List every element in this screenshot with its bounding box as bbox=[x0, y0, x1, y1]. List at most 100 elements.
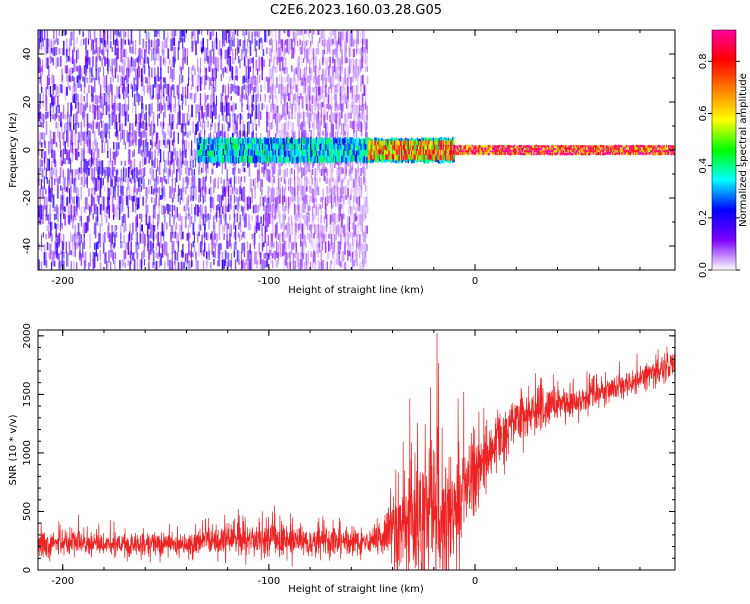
spectrogram-cell bbox=[181, 102, 183, 110]
spectrogram-cell bbox=[85, 49, 87, 61]
spectrogram-cell bbox=[510, 147, 512, 150]
spectrogram-cell bbox=[88, 56, 91, 65]
spectrogram-cell bbox=[105, 93, 108, 103]
spectrogram-cell bbox=[356, 197, 358, 205]
spectrogram-cell bbox=[368, 141, 370, 147]
spectrogram-cell bbox=[529, 145, 532, 149]
spectrogram-cell bbox=[92, 121, 94, 134]
spectrogram-cell bbox=[156, 166, 159, 172]
spectrogram-cell bbox=[305, 131, 307, 142]
spectrogram-cell bbox=[486, 150, 488, 153]
spectrogram-cell bbox=[120, 104, 122, 114]
spectrogram-cell bbox=[163, 40, 165, 54]
spectrogram-cell bbox=[122, 39, 124, 50]
spectrogram-cell bbox=[235, 196, 237, 202]
spectrogram-cell bbox=[159, 176, 162, 183]
spectrogram-cell bbox=[216, 144, 218, 152]
spectrogram-cell bbox=[219, 137, 221, 145]
spectrogram-cell bbox=[135, 241, 137, 254]
spectrogram-cell bbox=[134, 131, 137, 145]
spectrogram-cell bbox=[336, 40, 339, 49]
spectrogram-cell bbox=[224, 186, 227, 198]
spectrogram-cell bbox=[237, 86, 240, 96]
spectrogram-cell bbox=[481, 149, 484, 153]
spectrogram-cell bbox=[344, 168, 347, 180]
spectrogram-cell bbox=[465, 149, 468, 153]
spectrogram-cell bbox=[117, 130, 119, 141]
spectrogram-cell bbox=[46, 242, 49, 251]
spectrogram-cell bbox=[486, 152, 488, 155]
spectrogram-cell bbox=[243, 144, 245, 151]
spectrogram-cell bbox=[197, 204, 199, 217]
spectrogram-cell bbox=[530, 145, 533, 149]
spectrogram-cell bbox=[46, 57, 49, 69]
spectrogram-cell bbox=[298, 130, 300, 146]
spectrogram-cell bbox=[79, 242, 81, 258]
spectrogram-cell bbox=[339, 58, 341, 66]
spectrogram-cell bbox=[127, 57, 129, 72]
spectrogram-cell bbox=[338, 121, 340, 131]
spectrogram-cell bbox=[231, 149, 233, 156]
spectrogram-cell bbox=[226, 169, 228, 181]
spectrogram-cell bbox=[258, 120, 261, 128]
spectrogram-cell bbox=[255, 59, 258, 71]
spectrogram-cell bbox=[233, 186, 235, 196]
spectrogram-cell bbox=[335, 131, 337, 138]
spectrogram-cell bbox=[345, 241, 348, 248]
spectrogram-cell bbox=[379, 149, 381, 155]
spectrogram-cell bbox=[520, 152, 523, 156]
spectrogram-cell bbox=[352, 195, 355, 210]
spectrogram-cell bbox=[306, 186, 308, 192]
spectrogram-cell bbox=[255, 40, 258, 46]
spectrogram-cell bbox=[310, 136, 312, 144]
spectrogram-cell bbox=[424, 155, 427, 161]
spectrogram-cell bbox=[185, 30, 187, 38]
spectrogram-cell bbox=[286, 252, 288, 261]
spectrogram-cell bbox=[216, 151, 218, 158]
spectrogram-cell bbox=[283, 178, 286, 184]
spectrogram-cell bbox=[228, 138, 231, 146]
spectrogram-cell bbox=[341, 138, 343, 146]
spectrogram-cell bbox=[101, 96, 103, 110]
spectrogram-cell bbox=[361, 46, 364, 62]
spectrogram-cell bbox=[512, 147, 515, 151]
spectrogram-cell bbox=[268, 249, 271, 258]
spectrogram-cell bbox=[241, 93, 243, 107]
spectrogram-cell bbox=[291, 39, 293, 50]
spectrogram-cell bbox=[410, 154, 413, 160]
spectrogram-cell bbox=[140, 131, 143, 146]
spectrogram-cell bbox=[121, 76, 124, 86]
spectrogram-cell bbox=[278, 57, 280, 63]
spectrogram-cell bbox=[99, 56, 101, 62]
spectrogram-cell bbox=[494, 149, 496, 153]
spectrogram-cell bbox=[130, 123, 132, 131]
spectrogram-cell bbox=[341, 196, 343, 203]
spectrogram-cell bbox=[326, 156, 328, 163]
spectrogram-cell bbox=[274, 154, 276, 162]
spectrogram-cell bbox=[161, 204, 163, 215]
spectrogram-cell bbox=[151, 95, 153, 100]
spectrogram-cell bbox=[180, 160, 183, 169]
spectrogram-cell bbox=[103, 167, 105, 174]
spectrogram-cell bbox=[330, 215, 333, 222]
spectrogram-cell bbox=[301, 241, 304, 257]
spectrogram-cell bbox=[66, 149, 68, 160]
spectrogram-cell bbox=[41, 261, 43, 270]
spectrogram-cell bbox=[313, 197, 315, 208]
spectrogram-cell bbox=[293, 203, 296, 215]
spectrogram-cell bbox=[377, 154, 380, 160]
spectrogram-cell bbox=[348, 232, 351, 239]
spectrogram-cell bbox=[366, 132, 368, 141]
spectrogram-cell bbox=[182, 131, 184, 145]
spectrogram-cell bbox=[264, 76, 266, 91]
spectrogram-cell bbox=[414, 140, 417, 146]
spectrogram-cell bbox=[302, 31, 305, 43]
spectrogram-cell bbox=[82, 132, 84, 141]
spectrogram-cell bbox=[233, 156, 235, 163]
spectrogram-cell bbox=[143, 65, 146, 75]
spectrogram-cell bbox=[348, 66, 350, 79]
spectrogram-cell bbox=[247, 138, 249, 145]
spectrogram-cell bbox=[208, 214, 210, 230]
spectrogram-cell bbox=[201, 113, 203, 120]
spectrogram-cell bbox=[167, 65, 170, 74]
